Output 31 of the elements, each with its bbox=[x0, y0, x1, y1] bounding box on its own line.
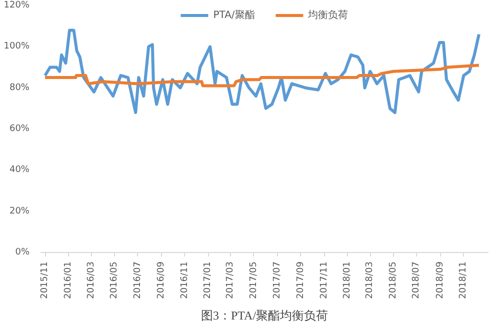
y-tick-label: 20% bbox=[9, 206, 30, 216]
line-series bbox=[44, 64, 480, 88]
x-tick-label: 2017/05 bbox=[248, 262, 259, 299]
x-tick-label: 2017/01 bbox=[203, 262, 214, 299]
x-tick-label: 2016/01 bbox=[63, 262, 74, 299]
x-tick-label: 2018/01 bbox=[342, 262, 353, 299]
x-tick-label: 2017/03 bbox=[226, 262, 236, 299]
x-tick-label: 2018/07 bbox=[412, 262, 422, 299]
x-tick-label: 2018/03 bbox=[365, 262, 376, 299]
x-tick-label: 2015/11 bbox=[40, 262, 50, 299]
x-tick-label: 2018/09 bbox=[435, 261, 446, 299]
x-tick-label: 2017/07 bbox=[272, 262, 282, 299]
x-tick-label: 2016/07 bbox=[132, 262, 143, 299]
y-tick-label: 100% bbox=[4, 42, 30, 52]
x-tick-label: 2018/11 bbox=[458, 262, 469, 299]
x-tick-label: 2016/03 bbox=[86, 262, 96, 299]
y-tick-label: 60% bbox=[9, 124, 30, 134]
x-tick-label: 2017/09 bbox=[296, 261, 306, 299]
line-series bbox=[44, 28, 480, 114]
x-tick-label: 2017/11 bbox=[319, 262, 330, 299]
x-tick-label: 2016/11 bbox=[180, 262, 190, 299]
x-tick-label: 2016/09 bbox=[156, 261, 167, 299]
legend-label: 均衡负荷 bbox=[308, 8, 348, 22]
y-tick-label: 40% bbox=[9, 165, 30, 176]
x-tick-label: 2016/05 bbox=[110, 262, 120, 299]
y-tick-label: 0% bbox=[15, 248, 30, 258]
y-tick-label: 120% bbox=[4, 0, 30, 10]
y-tick-label: 80% bbox=[9, 82, 30, 93]
x-tick-label: 2018/05 bbox=[388, 262, 398, 299]
legend-label: PTA/聚酯 bbox=[213, 8, 255, 22]
text: 图3：PTA/聚酯均衡负荷 bbox=[200, 308, 328, 322]
